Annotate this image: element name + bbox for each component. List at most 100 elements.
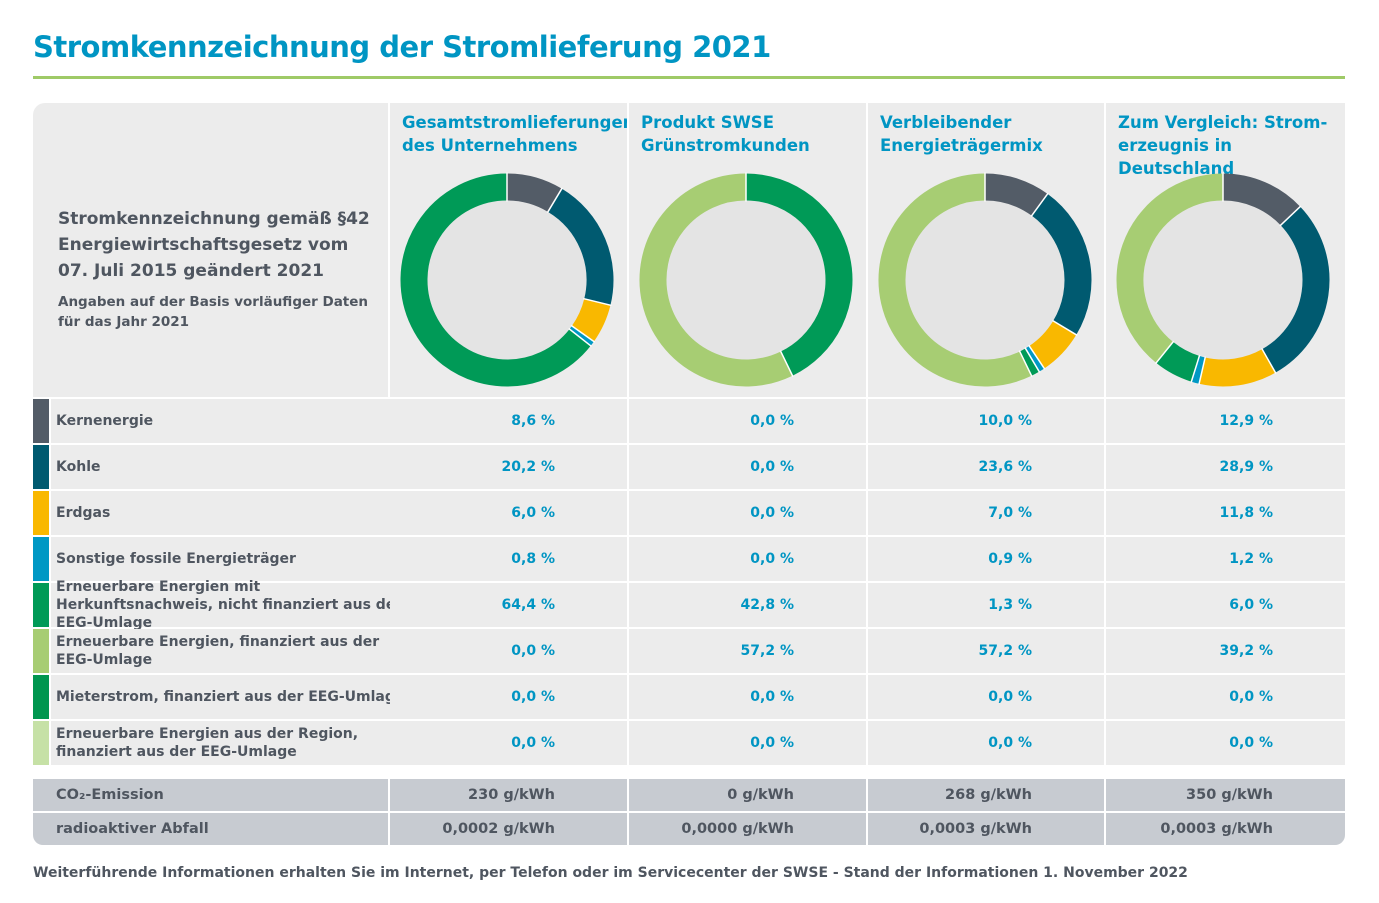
row-value: 64,4 %: [390, 583, 627, 627]
row-value: 0,0 %: [629, 445, 866, 489]
color-swatch: [33, 399, 49, 443]
row-value: 0,0 %: [390, 721, 627, 765]
segment-separator: [1051, 319, 1078, 336]
segment-separator: [1028, 344, 1046, 370]
summary-value: 350 g/kWh: [1106, 779, 1345, 811]
column-header-4: Zum Vergleich: Strom-erzeugnis in Deutsc…: [1104, 103, 1345, 397]
color-swatch: [33, 629, 49, 673]
page-title: Stromkennzeichnung der Stromlieferung 20…: [33, 30, 771, 64]
summary-value: 0 g/kWh: [629, 779, 866, 811]
segment-separator: [546, 187, 563, 214]
donut-segment-kohle: [1031, 193, 1092, 335]
summary-value: 0,0003 g/kWh: [1106, 813, 1345, 845]
row-value: 0,0 %: [390, 629, 627, 673]
donut-segment-erneuerbare: [1116, 173, 1224, 363]
row-label: Kohle: [51, 445, 405, 489]
row-value: 1,2 %: [1106, 537, 1345, 581]
row-value: 0,0 %: [629, 675, 866, 719]
donut-segment-sonstige: [1025, 345, 1045, 372]
segment-separator: [583, 297, 612, 307]
row-value: 0,0 %: [1106, 675, 1345, 719]
table-row: Kernenergie 8,6 % 0,0 % 10,0 % 12,9 %: [33, 399, 1345, 443]
donut-chart-3: [878, 172, 1092, 387]
row-label: Mieterstrom, finanziert aus der EEG-Umla…: [51, 675, 405, 719]
summary-label: radioaktiver Abfall: [33, 813, 388, 845]
column-header-3: Verbleibender Energieträgermix: [866, 103, 1104, 397]
row-label: Kernenergie: [51, 399, 405, 443]
donut-segment-erdgas: [1199, 348, 1276, 387]
segment-separator: [1024, 347, 1041, 373]
row-label: Erneuerbare Energien, finanziert aus der…: [51, 629, 405, 673]
donut-center: [427, 200, 587, 360]
intro-block: Stromkennzeichnung gemäß §42 Energiewirt…: [58, 206, 378, 332]
donut-segment-erneuerbare: [1156, 341, 1200, 382]
donut-chart-1: [400, 172, 614, 387]
intro-heading: Stromkennzeichnung gemäß §42 Energiewirt…: [58, 209, 370, 281]
row-value: 0,0 %: [629, 399, 866, 443]
row-label: Erneuerbare Energien mit Herkunftsnachwe…: [51, 579, 405, 631]
color-swatch: [33, 537, 49, 581]
column-header-2: Produkt SWSE Grünstromkunden: [627, 103, 866, 397]
summary-value: 268 g/kWh: [868, 779, 1104, 811]
table-row: Erneuerbare Energien, finanziert aus der…: [33, 629, 1345, 673]
row-value: 8,6 %: [390, 399, 627, 443]
donut-segment-erneuerbare: [878, 173, 1032, 387]
segment-separator: [1154, 340, 1175, 365]
row-value: 57,2 %: [629, 629, 866, 673]
row-value: 7,0 %: [868, 491, 1104, 535]
donut-segment-erdgas: [571, 298, 611, 342]
segment-separator: [568, 327, 592, 348]
summary-value: 0,0003 g/kWh: [868, 813, 1104, 845]
row-value: 0,8 %: [390, 537, 627, 581]
donut-chart-4: [1116, 172, 1330, 387]
segment-separator: [1198, 356, 1207, 385]
donut-segment-kernenergie: [1222, 173, 1301, 226]
row-value: 0,0 %: [629, 537, 866, 581]
segment-separator: [779, 350, 794, 378]
donut-chart-2: [639, 172, 853, 387]
column-title: Verbleibender Energieträgermix: [880, 113, 1043, 155]
donut-segment-erneuerbare: [1019, 348, 1040, 376]
segment-separator: [1190, 354, 1201, 383]
segment-separator: [1030, 192, 1049, 217]
row-value: 20,2 %: [390, 445, 627, 489]
column-title: Produkt SWSE Grünstromkunden: [641, 113, 810, 155]
row-value: 0,0 %: [390, 675, 627, 719]
column-header-1: Gesamtstromlieferungen des Unternehmens: [388, 103, 635, 397]
summary-row: CO₂-Emission 230 g/kWh 0 g/kWh 268 g/kWh 350…: [33, 779, 1345, 811]
row-value: 57,2 %: [868, 629, 1104, 673]
row-label: Erneuerbare Energien aus der Region, fin…: [51, 721, 405, 765]
row-value: 23,6 %: [868, 445, 1104, 489]
donut-segment-kohle: [1261, 206, 1330, 373]
donut-segment-erdgas: [1028, 320, 1077, 369]
table-row: Kohle 20,2 % 0,0 % 23,6 % 28,9 %: [33, 445, 1345, 489]
column-title: Zum Vergleich: Strom-erzeugnis in Deutsc…: [1118, 113, 1328, 178]
summary-label: CO₂-Emission: [33, 779, 388, 811]
color-swatch: [33, 721, 49, 765]
row-value: 12,9 %: [1106, 399, 1345, 443]
donut-segment-erneuerbare: [400, 173, 591, 387]
footer-note: Weiterführende Informationen erhalten Si…: [33, 865, 1188, 881]
row-value: 6,0 %: [390, 491, 627, 535]
row-value: 42,8 %: [629, 583, 866, 627]
donut-center: [905, 200, 1065, 360]
table-row: Erdgas 6,0 % 0,0 % 7,0 % 11,8 %: [33, 491, 1345, 535]
donut-segment-kernenergie: [506, 173, 562, 213]
row-label: Erdgas: [51, 491, 405, 535]
donut-segment-erneuerbare: [745, 173, 853, 376]
segment-separator: [1261, 347, 1277, 374]
row-value: 39,2 %: [1106, 629, 1345, 673]
column-title: Gesamtstromlieferungen des Unternehmens: [402, 113, 635, 155]
summary-row: radioaktiver Abfall 0,0002 g/kWh 0,0000 g/…: [33, 813, 1345, 845]
donut-center: [666, 200, 826, 360]
donut-segment-kernenergie: [984, 173, 1048, 216]
row-value: 0,0 %: [629, 721, 866, 765]
donut-segment-sonstige: [1191, 355, 1206, 384]
table-row: Mieterstrom, finanziert aus der EEG-Umla…: [33, 675, 1345, 719]
row-value: 6,0 %: [1106, 583, 1345, 627]
summary-value: 0,0000 g/kWh: [629, 813, 866, 845]
row-label: Sonstige fossile Energieträger: [51, 537, 405, 581]
title-divider: [33, 76, 1345, 79]
donut-segment-kohle: [547, 188, 614, 306]
intro-note: Angaben auf der Basis vorläufiger Daten …: [58, 294, 369, 330]
